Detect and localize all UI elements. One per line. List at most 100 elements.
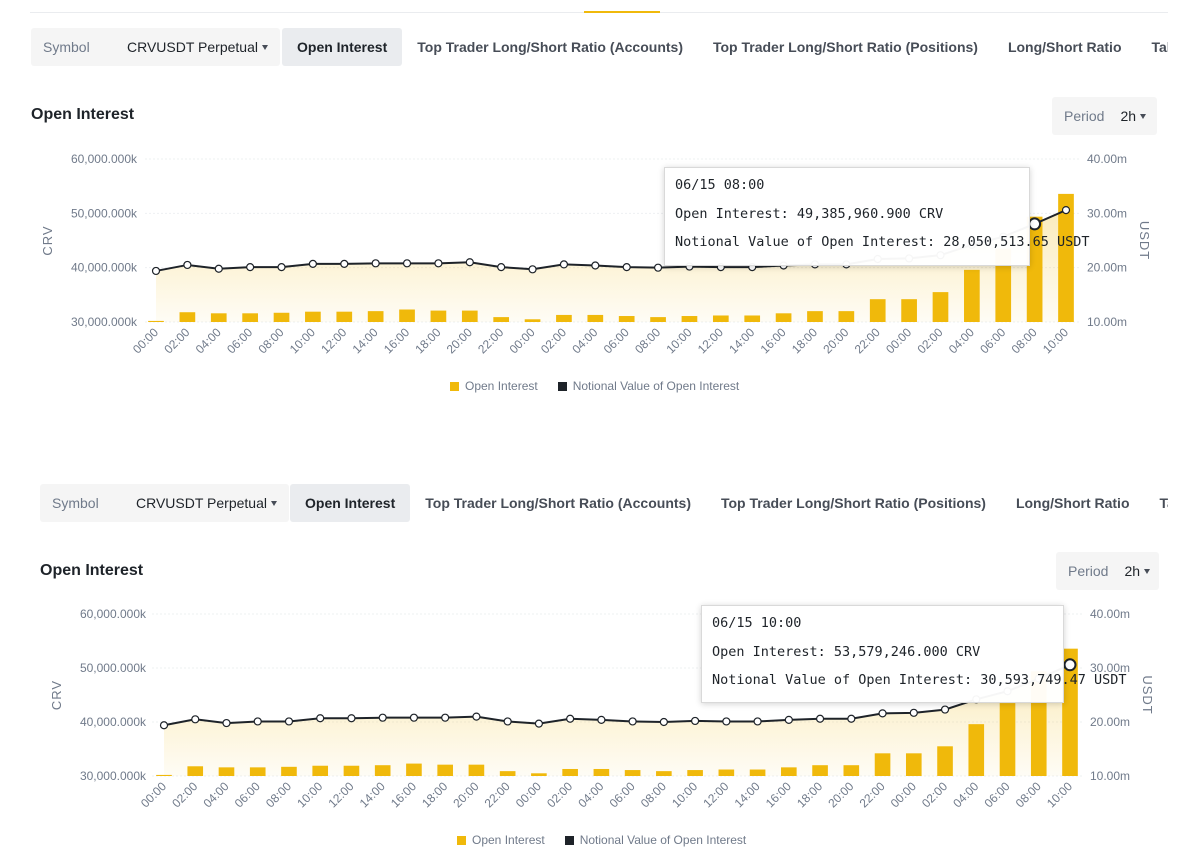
x-tick-label: 18:00 <box>794 779 825 810</box>
y-tick-left: 60,000.000k <box>71 152 138 166</box>
oi-bar-25 <box>937 746 953 776</box>
notional-area <box>164 664 1070 776</box>
notional-point-10 <box>472 712 481 721</box>
oi-bar-12 <box>524 319 541 322</box>
x-tick-label: 14:00 <box>357 779 388 810</box>
oi-bar-14 <box>593 768 610 776</box>
caret-down-icon <box>1140 113 1147 119</box>
y-tick-left: 50,000.000k <box>71 206 138 220</box>
y-axis-title-right: USDT <box>1140 675 1155 714</box>
notional-point-17 <box>691 716 700 726</box>
symbol-dropdown[interactable]: CRVUSDT Perpetual <box>127 39 280 55</box>
y-tick-right: 30.00m <box>1090 661 1130 675</box>
x-tick-label: 14:00 <box>732 779 763 810</box>
notional-point-15 <box>628 717 637 726</box>
x-tick-label: 00:00 <box>138 779 169 810</box>
notional-point-11 <box>497 263 506 272</box>
oi-bar-17 <box>681 316 698 322</box>
notional-point-0 <box>151 266 161 276</box>
oi-bar-21 <box>807 311 823 322</box>
notional-point-6 <box>347 714 356 723</box>
tab-taker-buy-sell[interactable]: Taker Buy/Sell Volume <box>1159 495 1169 511</box>
notional-point-10 <box>465 258 474 267</box>
x-tick-label: 08:00 <box>638 779 669 810</box>
symbol-select[interactable]: Symbol CRVUSDT Perpetual <box>40 484 289 522</box>
legend-item-open-interest[interactable]: Open Interest <box>457 833 545 847</box>
tab-open-interest[interactable]: Open Interest <box>290 484 411 522</box>
tab-long-short-ratio[interactable]: Long/Short Ratio <box>1015 495 1130 511</box>
y-tick-right: 40.00m <box>1087 152 1127 166</box>
metric-tabs: Open Interest Top Trader Long/Short Rati… <box>290 484 1168 522</box>
oi-bar-0 <box>156 774 172 776</box>
oi-bar-16 <box>650 317 666 322</box>
symbol-select[interactable]: Symbol CRVUSDT Perpetual <box>31 28 280 66</box>
notional-point-16 <box>659 717 668 727</box>
oi-bar-15 <box>618 316 635 322</box>
tooltip-notional-value: Notional Value of Open Interest: 28,050,… <box>675 234 1090 250</box>
chart-title: Open Interest <box>40 562 144 579</box>
period-dropdown[interactable]: 2h <box>1120 108 1147 124</box>
legend-item-notional-value[interactable]: Notional Value of Open Interest <box>564 833 747 847</box>
x-tick-label: 02:00 <box>169 779 200 810</box>
oi-bar-16 <box>656 771 672 776</box>
oi-bar-22 <box>843 765 860 776</box>
notional-line <box>163 663 1071 727</box>
oi-bar-6 <box>343 765 360 776</box>
notional-point-16 <box>653 263 663 272</box>
period-select[interactable]: Period 2h <box>1056 552 1159 590</box>
legend-label: Notional Value of Open Interest <box>579 833 747 847</box>
period-label: Period <box>1068 563 1109 579</box>
x-tick-label: 06:00 <box>982 779 1013 810</box>
legend-item-open-interest[interactable]: Open Interest <box>450 379 538 393</box>
tab-top-trader-accounts[interactable]: Top Trader Long/Short Ratio (Accounts) <box>425 495 691 511</box>
symbol-dropdown[interactable]: CRVUSDT Perpetual <box>136 495 289 511</box>
tab-top-trader-positions[interactable]: Top Trader Long/Short Ratio (Positions) <box>720 495 986 511</box>
oi-bar-23 <box>869 299 886 322</box>
legend-swatch-line <box>557 381 567 391</box>
x-tick-label: 06:00 <box>607 779 638 810</box>
oi-bar-21 <box>812 765 828 776</box>
x-tick-label: 10:00 <box>1044 779 1075 810</box>
x-tick-label: 06:00 <box>232 779 263 810</box>
tab-long-short-ratio[interactable]: Long/Short Ratio <box>1007 39 1122 55</box>
oi-bar-7 <box>367 311 384 322</box>
period-select[interactable]: Period 2h <box>1052 97 1157 135</box>
oi-bar-29 <box>1062 648 1078 776</box>
oi-bar-1 <box>187 766 204 776</box>
y-tick-left: 30,000.000k <box>71 315 138 329</box>
tab-taker-buy-sell[interactable]: Taker Buy/Sell Volume <box>1151 39 1169 55</box>
y-axis-title-left: CRV <box>49 680 64 710</box>
x-tick-label: 08:00 <box>1013 779 1044 810</box>
oi-bar-25 <box>932 292 949 322</box>
oi-bar-18 <box>712 315 729 322</box>
tab-open-interest[interactable]: Open Interest <box>282 28 403 66</box>
legend-label: Open Interest <box>465 379 538 393</box>
notional-point-21 <box>815 714 825 723</box>
oi-bar-6 <box>336 311 353 322</box>
symbol-label: Symbol <box>52 495 99 511</box>
notional-area <box>156 210 1066 322</box>
period-dropdown[interactable]: 2h <box>1124 563 1151 579</box>
oi-bar-15 <box>624 770 641 776</box>
notional-point-4 <box>284 717 294 726</box>
x-tick-label: 00:00 <box>513 779 544 810</box>
symbol-label: Symbol <box>43 39 90 55</box>
oi-bar-12 <box>531 773 547 776</box>
oi-bar-19 <box>744 315 761 322</box>
legend-item-notional-value[interactable]: Notional Value of Open Interest <box>557 379 739 393</box>
notional-point-3 <box>253 717 262 726</box>
oi-bar-9 <box>437 764 453 776</box>
x-tick-label: 10:00 <box>669 779 700 810</box>
x-tick-label: 00:00 <box>888 779 919 810</box>
notional-point-4 <box>277 263 286 272</box>
legend-swatch-bar <box>457 835 466 845</box>
oi-bar-2 <box>210 313 227 322</box>
oi-bar-13 <box>556 314 572 322</box>
tab-top-trader-positions[interactable]: Top Trader Long/Short Ratio (Positions) <box>712 39 978 55</box>
open-interest-chart[interactable]: 30,000.000k 40,000.000k 50,000.000k 60,000.… <box>0 0 1200 420</box>
tab-top-trader-accounts[interactable]: Top Trader Long/Short Ratio (Accounts) <box>417 39 683 55</box>
oi-bar-20 <box>775 313 792 322</box>
oi-bar-0 <box>148 320 164 322</box>
x-tick-label: 20:00 <box>450 779 481 810</box>
